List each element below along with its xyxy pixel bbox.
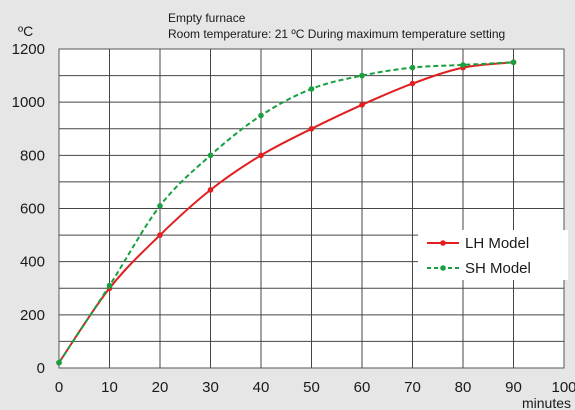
data-point-sh-model: [157, 203, 163, 209]
data-point-sh-model: [409, 64, 416, 71]
y-tick-label: 1000: [12, 94, 45, 111]
data-point-sh-model: [207, 152, 214, 159]
data-point-sh-model: [359, 72, 365, 79]
series-layer: [56, 59, 517, 366]
y-tick-label: 1200: [12, 41, 45, 58]
y-tick-label: 400: [20, 254, 45, 271]
y-tick-label: 0: [37, 360, 45, 377]
plot-border: [58, 48, 565, 369]
x-tick-label: 50: [303, 379, 320, 396]
legend-marker-lh: [440, 240, 446, 246]
y-tick-label: 200: [20, 307, 45, 324]
y-tick-label: 600: [20, 201, 45, 218]
series-line-lh-model: [58, 61, 514, 364]
y-tick-label: 800: [20, 147, 45, 164]
data-point-sh-model: [258, 112, 264, 119]
data-point-lh-model: [157, 232, 163, 238]
data-point-sh-model: [106, 282, 113, 289]
x-tick-label: 10: [101, 379, 118, 396]
data-point-sh-model: [460, 62, 466, 68]
x-tick-label: 90: [505, 379, 522, 396]
data-point-lh-model: [258, 152, 264, 159]
data-point-lh-model: [308, 125, 315, 132]
data-point-lh-model: [359, 102, 365, 108]
legend-label-lh: LH Model: [465, 235, 529, 252]
x-tick-label: 70: [404, 379, 421, 396]
y-tick-labels: 0 200 400 600 800 1000 1200: [12, 41, 45, 377]
legend-label-sh: SH Model: [465, 260, 531, 277]
x-tick-label: 30: [202, 379, 219, 396]
data-point-sh-model: [56, 359, 62, 366]
legend: LH Model SH Model: [418, 230, 568, 280]
x-tick-labels: 0 10 20 30 40 50 60 70 80 90 100: [55, 379, 575, 396]
data-point-lh-model: [207, 187, 214, 193]
x-tick-label: 40: [253, 379, 270, 396]
x-tick-label: 60: [354, 379, 371, 396]
x-tick-label: 100: [551, 379, 575, 396]
data-point-sh-model: [308, 86, 315, 92]
series-line-sh-model: [58, 61, 514, 364]
x-tick-label: 20: [152, 379, 169, 396]
annotation-line-1: Empty furnace: [168, 11, 246, 25]
y-axis-unit: ºC: [18, 23, 33, 39]
data-point-lh-model: [409, 80, 416, 87]
legend-marker-sh: [440, 265, 446, 271]
grid: [59, 49, 564, 368]
x-tick-label: 0: [55, 379, 63, 396]
data-point-sh-model: [510, 59, 517, 66]
x-axis-unit: minutes: [522, 395, 571, 410]
annotation-line-2: Room temperature: 21 ºC During maximum t…: [168, 27, 505, 41]
x-tick-label: 80: [455, 379, 472, 396]
legend-box: [418, 230, 568, 280]
